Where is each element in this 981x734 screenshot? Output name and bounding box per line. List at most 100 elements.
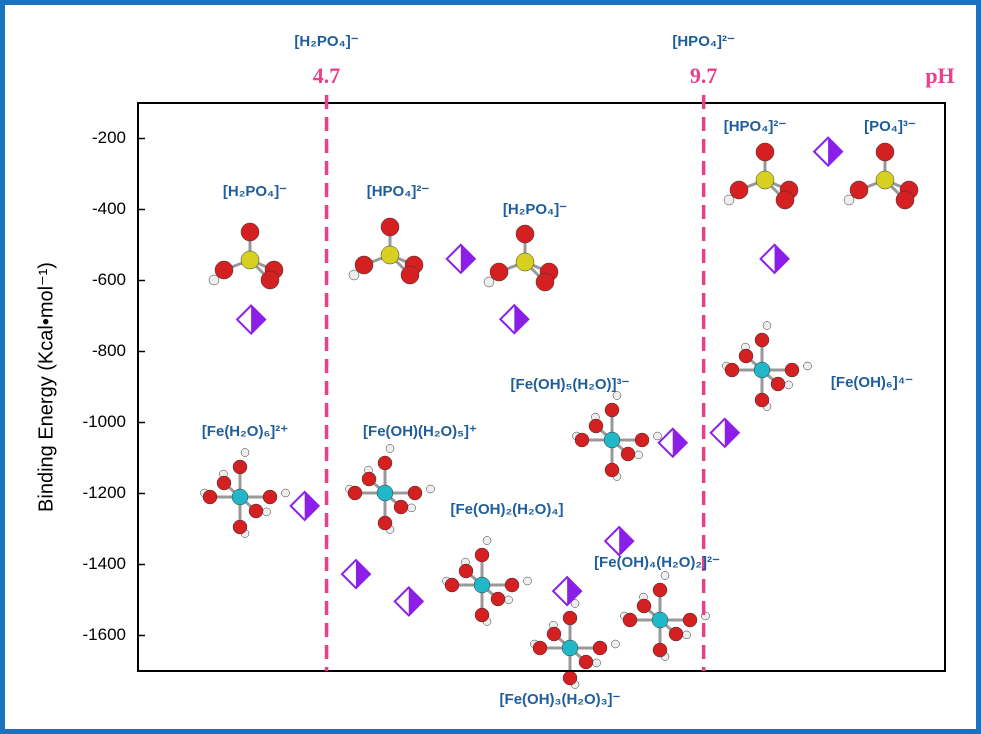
- atom: [683, 613, 697, 627]
- data-point: [291, 492, 319, 520]
- atom: [623, 613, 637, 627]
- atom: [474, 577, 490, 593]
- data-point: [605, 527, 633, 555]
- marker-half: [356, 560, 370, 588]
- atom: [378, 456, 392, 470]
- atom: [755, 393, 769, 407]
- atom: [233, 460, 247, 474]
- marker-half: [725, 419, 739, 447]
- data-point: [500, 305, 528, 333]
- atom: [876, 171, 894, 189]
- species-label: [Fe(H₂O)₆]²⁺: [202, 423, 288, 440]
- atom: [203, 490, 217, 504]
- atom: [381, 246, 399, 264]
- atom: [621, 447, 635, 461]
- atom: [575, 433, 589, 447]
- atom: [756, 143, 774, 161]
- atom: [804, 362, 812, 370]
- y-tick-label: -200: [92, 128, 126, 147]
- data-point: [814, 138, 842, 166]
- data-point: [659, 429, 687, 457]
- atom: [516, 253, 534, 271]
- y-tick-label: -1400: [83, 554, 126, 573]
- atom: [377, 485, 393, 501]
- atom: [282, 489, 290, 497]
- atom: [593, 641, 607, 655]
- chart: Binding Energy (Kcal•mol⁻¹) pH -200 -400 -…: [5, 5, 976, 729]
- atom: [593, 659, 601, 667]
- ph-boundary-label: 4.7: [313, 63, 341, 88]
- atom: [483, 537, 491, 545]
- x-axis-label: pH: [925, 63, 954, 88]
- ph-boundary-species: [H₂PO₄]⁻: [294, 33, 358, 50]
- atom: [683, 631, 691, 639]
- atom: [263, 490, 277, 504]
- atom: [401, 266, 419, 284]
- atom: [233, 520, 247, 534]
- atom: [381, 218, 399, 236]
- figure-frame: Binding Energy (Kcal•mol⁻¹) pH -200 -400 -…: [0, 0, 981, 734]
- atom: [241, 251, 259, 269]
- data-point: [447, 245, 475, 273]
- atom: [394, 500, 408, 514]
- atom: [232, 489, 248, 505]
- atom: [241, 449, 249, 457]
- ph-boundary-label: 9.7: [690, 63, 718, 88]
- atom: [348, 486, 362, 500]
- atom: [505, 578, 519, 592]
- marker-half: [409, 587, 423, 615]
- atom: [475, 608, 489, 622]
- atom: [241, 223, 259, 241]
- atom: [547, 627, 561, 641]
- atom: [754, 362, 770, 378]
- atom: [215, 261, 233, 279]
- species-label: [Fe(OH)₅(H₂O)]³⁻: [511, 376, 630, 393]
- atom: [536, 273, 554, 291]
- y-tick-label: -400: [92, 199, 126, 218]
- species-label: [Fe(OH)(H₂O)₅]⁺: [363, 423, 477, 440]
- marker-half: [619, 527, 633, 555]
- atom: [605, 463, 619, 477]
- y-axis-label: Binding Energy (Kcal•mol⁻¹): [35, 262, 57, 512]
- atom: [635, 451, 643, 459]
- atom: [785, 381, 793, 389]
- atom: [491, 592, 505, 606]
- species-label: [H₂PO₄]⁻: [223, 183, 287, 200]
- atom: [669, 627, 683, 641]
- atom: [533, 641, 547, 655]
- atom: [505, 596, 513, 604]
- atom: [563, 671, 577, 685]
- marker-half: [673, 429, 687, 457]
- species-label: [Fe(OH)₂(H₂O)₄]: [451, 501, 564, 518]
- data-point: [395, 587, 423, 615]
- data-point: [237, 306, 265, 334]
- ph-boundary-species: [HPO₄]²⁻: [672, 33, 735, 50]
- y-tick-label: -1000: [83, 412, 126, 431]
- atom: [605, 403, 619, 417]
- molecule-illustrations: [201, 143, 919, 689]
- atom: [654, 432, 662, 440]
- atom: [475, 548, 489, 562]
- atom: [850, 181, 868, 199]
- marker-half: [775, 245, 789, 273]
- atom: [763, 322, 771, 330]
- atom: [756, 171, 774, 189]
- atom: [637, 599, 651, 613]
- species-label: [HPO₄]²⁻: [724, 118, 787, 135]
- atom: [653, 583, 667, 597]
- atom: [604, 432, 620, 448]
- atom: [490, 263, 508, 281]
- y-tick-label: -1200: [83, 483, 126, 502]
- atom: [263, 508, 271, 516]
- species-label: [Fe(OH)₆]⁴⁻: [831, 374, 913, 391]
- atom: [355, 256, 373, 274]
- marker-half: [514, 305, 528, 333]
- atom: [776, 191, 794, 209]
- marker-half: [828, 138, 842, 166]
- atom: [249, 504, 263, 518]
- atom: [427, 485, 435, 493]
- y-tick-label: -1600: [83, 625, 126, 644]
- species-label: [Fe(OH)₃(H₂O)₃]⁻: [500, 691, 621, 708]
- atom: [730, 181, 748, 199]
- data-point: [761, 245, 789, 273]
